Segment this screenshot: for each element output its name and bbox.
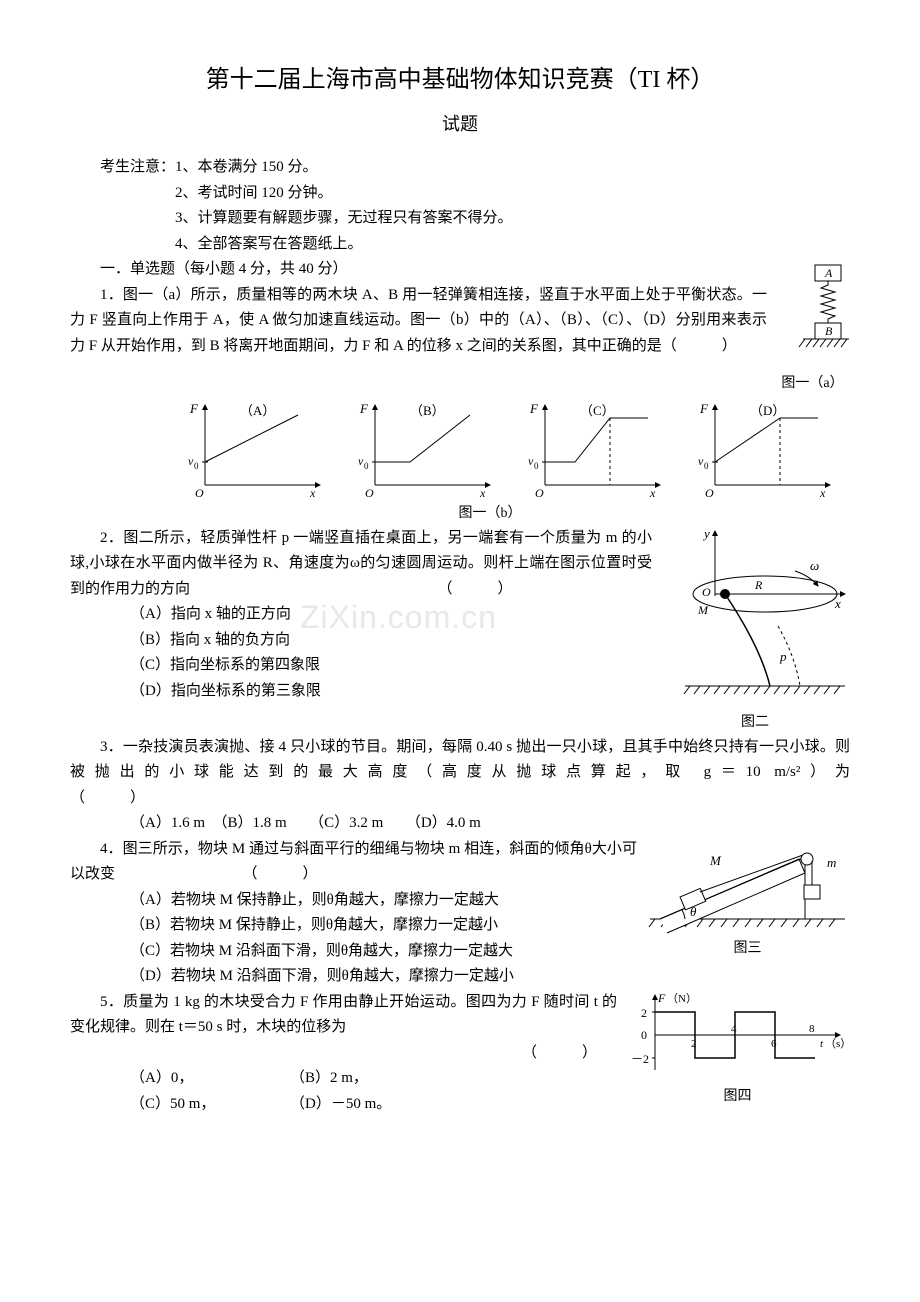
figure-4-svg: F （N） t（s） 2 0 －2 2 4 6 8: [625, 990, 850, 1085]
page-subtitle: 试题: [70, 109, 850, 140]
notice-3: 3、计算题要有解题步骤，无过程只有答案不得分。: [175, 206, 513, 232]
q5-opt-b: （B）2 m，: [290, 1066, 368, 1092]
figure-2-caption: 图二: [660, 711, 850, 735]
svg-text:F: F: [189, 401, 199, 416]
svg-text:O: O: [705, 486, 714, 500]
graph-a: F （A） v0 O x: [180, 400, 330, 500]
svg-text:0: 0: [704, 461, 709, 471]
q2-text: 2．图二所示，轻质弹性杆 p 一端竖直插在桌面上，另一端套有一个质量为 m 的小…: [70, 526, 652, 603]
figure-3: M m θ 图三: [645, 837, 850, 990]
svg-text:A: A: [824, 266, 833, 280]
figure-1b-caption: 图一（b）: [130, 502, 850, 526]
svg-text:M: M: [697, 603, 709, 617]
svg-text:ω: ω: [810, 558, 819, 573]
notice-1: 1、本卷满分 150 分。: [175, 155, 513, 181]
q4-opt-c: （C）若物块 M 沿斜面下滑，则θ角越大，摩擦力一定越大: [70, 939, 637, 965]
svg-text:t: t: [820, 1038, 824, 1050]
figure-1a-svg: A B: [775, 257, 850, 372]
svg-text:x: x: [819, 486, 826, 500]
svg-text:O: O: [535, 486, 544, 500]
svg-text:m: m: [827, 855, 836, 870]
notice-4: 4、全部答案写在答题纸上。: [175, 232, 513, 258]
notice-label: 考生注意：: [70, 155, 175, 257]
svg-text:（s）: （s）: [825, 1037, 850, 1050]
notice-2: 2、考试时间 120 分钟。: [175, 181, 513, 207]
q5-text: 5．质量为 1 kg 的木块受合力 F 作用由静止开始运动。图四为力 F 随时间…: [70, 990, 617, 1041]
figure-3-svg: M m θ: [645, 837, 850, 937]
q5-opt-d: （D）－50 m。: [290, 1092, 391, 1118]
svg-text:x: x: [834, 596, 841, 611]
q1-text: 1．图一（a）所示，质量相等的两木块 A、B 用一轻弹簧相连接，竖直于水平面上处…: [70, 283, 767, 360]
svg-text:R: R: [754, 578, 763, 592]
svg-text:O: O: [702, 585, 711, 599]
svg-text:（D）: （D）: [750, 403, 785, 418]
svg-text:0: 0: [641, 1028, 647, 1042]
svg-text:F: F: [699, 401, 709, 416]
figure-2: y x O R ω M p: [660, 526, 850, 735]
figure-2-svg: y x O R ω M p: [660, 526, 850, 711]
svg-text:x: x: [479, 486, 486, 500]
graph-c: F （C） v0 O x: [520, 400, 670, 500]
q4-opt-d: （D）若物块 M 沿斜面下滑，则θ角越大，摩擦力一定越小: [70, 964, 637, 990]
q4-opt-a: （A）若物块 M 保持静止，则θ角越大，摩擦力一定越大: [70, 888, 637, 914]
svg-text:（N）: （N）: [667, 992, 697, 1005]
figure-1a: A B 图一（a）: [775, 257, 850, 396]
svg-text:F: F: [657, 991, 666, 1005]
svg-text:（B）: （B）: [410, 403, 445, 418]
q3-text: 3．一杂技演员表演抛、接 4 只小球的节目。期间，每隔 0.40 s 抛出一只小…: [70, 735, 850, 812]
svg-text:6: 6: [771, 1038, 777, 1050]
figure-1b-row: F （A） v0 O x F （B） v0 O x F （C） v0 O x F…: [170, 400, 850, 500]
svg-text:2: 2: [691, 1038, 697, 1050]
q5-opt-a: （A）0，: [70, 1066, 290, 1092]
q2-opt-c: （C）指向坐标系的第四象限: [70, 653, 652, 679]
figure-4: F （N） t（s） 2 0 －2 2 4 6 8 图四: [625, 990, 850, 1118]
svg-text:8: 8: [809, 1023, 815, 1035]
figure-3-caption: 图三: [645, 937, 850, 961]
figure-4-caption: 图四: [625, 1085, 850, 1109]
q5-blank: （ ）: [70, 1041, 617, 1067]
q2-opt-a: （A）指向 x 轴的正方向: [70, 602, 652, 628]
q2-opt-d: （D）指向坐标系的第三象限: [70, 679, 652, 705]
svg-text:4: 4: [731, 1023, 737, 1035]
svg-text:F: F: [359, 401, 369, 416]
q4-text: 4．图三所示，物块 M 通过与斜面平行的细绳与物块 m 相连，斜面的倾角θ大小可…: [70, 837, 637, 888]
page-title: 第十二届上海市高中基础物体知识竞赛（TI 杯）: [70, 60, 850, 101]
svg-text:－2: －2: [631, 1052, 649, 1066]
svg-text:x: x: [649, 486, 656, 500]
svg-text:O: O: [365, 486, 374, 500]
q4-opt-b: （B）若物块 M 保持静止，则θ角越大，摩擦力一定越小: [70, 913, 637, 939]
svg-text:0: 0: [194, 461, 199, 471]
svg-text:x: x: [309, 486, 316, 500]
section-1-heading: 一．单选题（每小题 4 分，共 40 分）: [70, 257, 767, 283]
svg-text:0: 0: [364, 461, 369, 471]
svg-text:（A）: （A）: [240, 403, 275, 418]
svg-text:p: p: [779, 649, 787, 664]
svg-text:F: F: [529, 401, 539, 416]
svg-text:θ: θ: [690, 904, 697, 919]
graph-d: F （D） v0 O x: [690, 400, 840, 500]
q3-options: （A）1.6 m （B）1.8 m （C）3.2 m （D）4.0 m: [70, 811, 850, 837]
figure-1a-caption: 图一（a）: [775, 372, 850, 396]
notice-block: 考生注意： 1、本卷满分 150 分。 2、考试时间 120 分钟。 3、计算题…: [70, 155, 850, 257]
svg-text:O: O: [195, 486, 204, 500]
q2-opt-b: （B）指向 x 轴的负方向: [70, 628, 652, 654]
svg-text:M: M: [709, 853, 722, 868]
svg-text:2: 2: [641, 1006, 647, 1020]
svg-text:y: y: [702, 526, 710, 541]
svg-text:（C）: （C）: [580, 403, 615, 418]
graph-b: F （B） v0 O x: [350, 400, 500, 500]
q5-opt-c: （C）50 m，: [70, 1092, 290, 1118]
svg-text:0: 0: [534, 461, 539, 471]
svg-text:B: B: [825, 324, 833, 338]
